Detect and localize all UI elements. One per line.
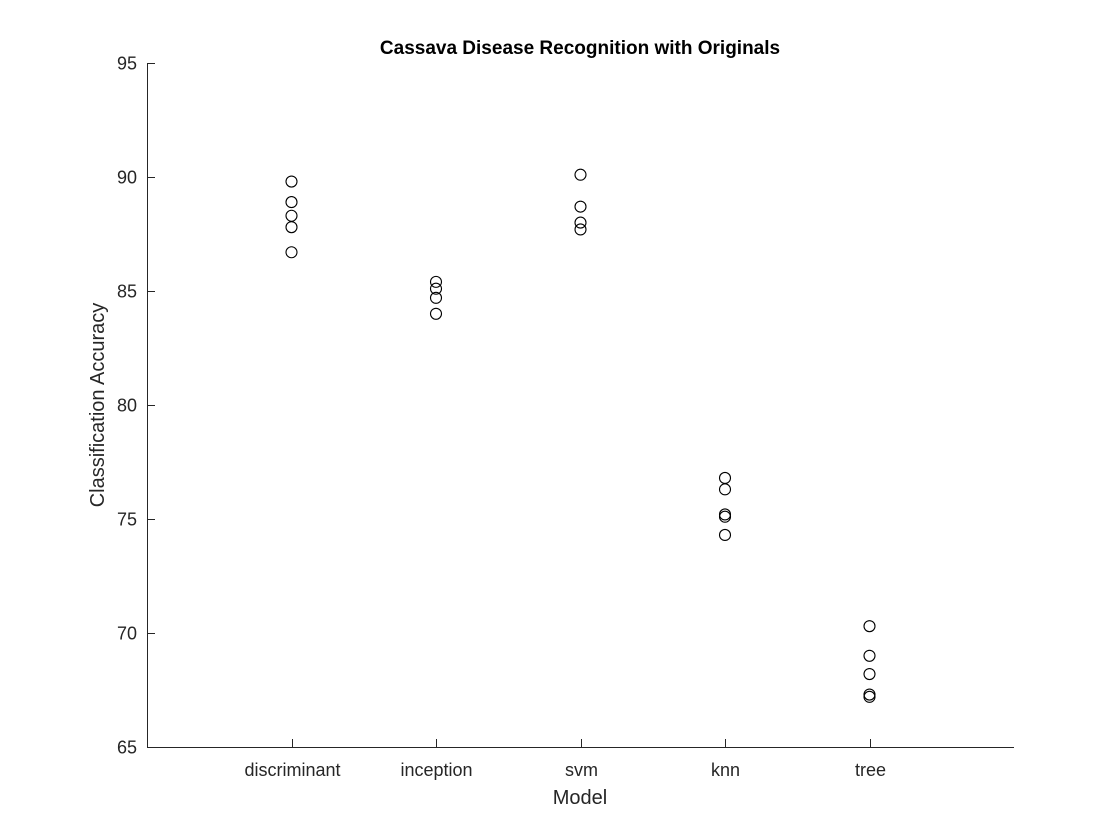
axes <box>147 63 1014 748</box>
data-point-discriminant <box>285 209 298 222</box>
data-point-tree <box>863 649 876 662</box>
data-point-svm <box>574 168 587 181</box>
y-tick-label: 90 <box>117 168 137 188</box>
data-point-knn <box>718 483 732 496</box>
data-point-knn <box>718 471 732 485</box>
x-tick-label: discriminant <box>244 760 340 780</box>
x-tick-label: tree <box>855 760 886 780</box>
y-ticks: 65 70 75 80 85 90 95 <box>117 54 155 758</box>
data-point-svm <box>574 200 587 213</box>
data-point-knn <box>718 510 732 523</box>
data-point-discriminant <box>285 246 298 259</box>
data-point-tree <box>863 620 876 633</box>
y-tick-label: 70 <box>117 624 137 644</box>
y-axis-label: Classification Accuracy <box>87 303 109 508</box>
data-point-discriminant <box>285 175 298 188</box>
y-tick-label: 80 <box>117 396 137 416</box>
y-tick-label: 65 <box>117 738 137 758</box>
data-points <box>285 168 876 703</box>
x-tick-label: inception <box>400 760 472 780</box>
data-point-inception <box>429 307 443 320</box>
data-point-svm <box>574 223 587 236</box>
data-point-svm <box>574 216 587 229</box>
data-point-inception <box>429 275 443 288</box>
data-point-discriminant <box>285 196 298 209</box>
y-tick-label: 85 <box>117 282 137 302</box>
x-tick-label: knn <box>711 760 740 780</box>
x-axis-label: Model <box>553 787 607 809</box>
data-point-knn <box>718 508 732 521</box>
data-point-tree <box>863 667 876 681</box>
y-tick-label: 95 <box>117 54 137 74</box>
x-ticks: discriminant inception svm knn tree <box>244 739 886 780</box>
data-point-inception <box>429 282 443 295</box>
y-tick-label: 75 <box>117 510 137 530</box>
data-point-inception <box>429 291 443 304</box>
data-point-knn <box>718 528 732 542</box>
chart-title: Cassava Disease Recognition with Origina… <box>380 38 780 59</box>
data-point-discriminant <box>285 221 298 234</box>
data-point-tree <box>863 690 876 703</box>
data-point-tree <box>863 688 876 701</box>
x-tick-label: svm <box>565 760 598 780</box>
